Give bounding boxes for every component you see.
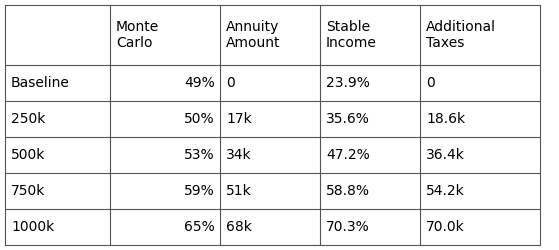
Text: 50%: 50% — [184, 112, 215, 126]
Text: 58.8%: 58.8% — [326, 184, 370, 198]
Text: Stable
Income: Stable Income — [326, 20, 377, 50]
Text: 0: 0 — [226, 76, 235, 90]
Text: Monte
Carlo: Monte Carlo — [116, 20, 159, 50]
Text: 59%: 59% — [184, 184, 215, 198]
Text: 35.6%: 35.6% — [326, 112, 370, 126]
Text: Baseline: Baseline — [11, 76, 70, 90]
Text: 47.2%: 47.2% — [326, 148, 369, 162]
Text: 23.9%: 23.9% — [326, 76, 370, 90]
Text: Annuity
Amount: Annuity Amount — [226, 20, 281, 50]
Text: 250k: 250k — [11, 112, 45, 126]
Text: 68k: 68k — [226, 220, 252, 234]
Text: 18.6k: 18.6k — [426, 112, 465, 126]
Text: 0: 0 — [426, 76, 435, 90]
Text: 750k: 750k — [11, 184, 45, 198]
Text: 49%: 49% — [184, 76, 215, 90]
Text: Additional
Taxes: Additional Taxes — [426, 20, 496, 50]
Text: 65%: 65% — [184, 220, 215, 234]
Text: 70.0k: 70.0k — [426, 220, 465, 234]
Text: 36.4k: 36.4k — [426, 148, 465, 162]
Text: 53%: 53% — [184, 148, 215, 162]
Text: 54.2k: 54.2k — [426, 184, 465, 198]
Text: 1000k: 1000k — [11, 220, 54, 234]
Text: 51k: 51k — [226, 184, 252, 198]
Text: 34k: 34k — [226, 148, 252, 162]
Text: 17k: 17k — [226, 112, 252, 126]
Text: 500k: 500k — [11, 148, 45, 162]
Text: 70.3%: 70.3% — [326, 220, 369, 234]
